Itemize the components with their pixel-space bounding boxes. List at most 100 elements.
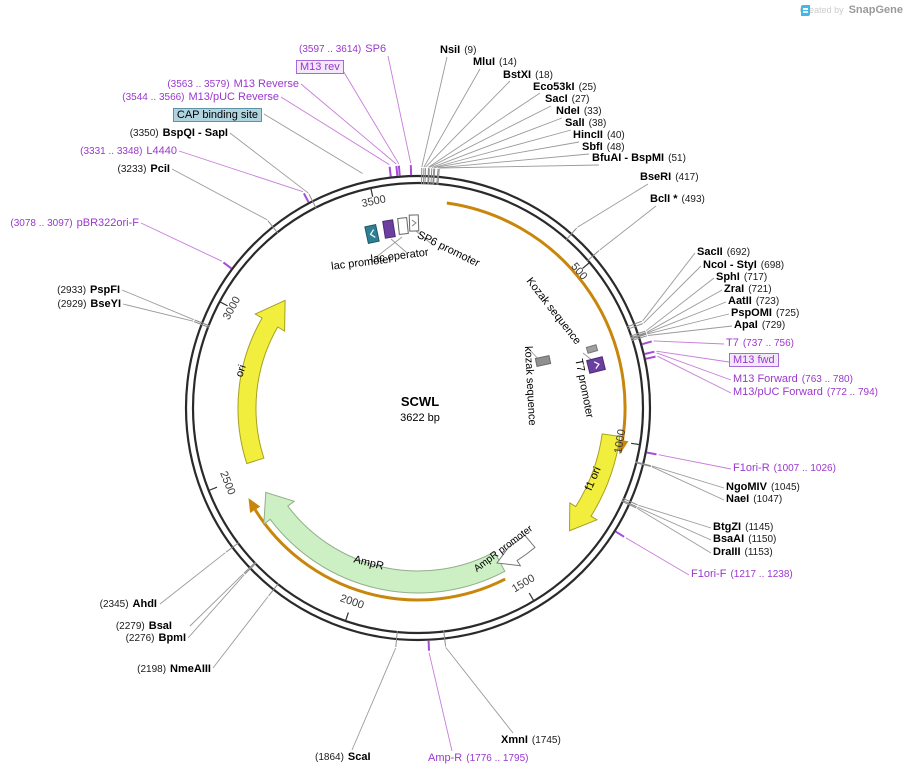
orange-region-arc-bottom[interactable] <box>248 498 506 602</box>
callout-l4440[interactable]: (3331 .. 3348) L4440 <box>80 145 177 158</box>
callout-t7-primer[interactable]: T7 (737 .. 756) <box>726 337 794 350</box>
kozak-box-1[interactable] <box>534 355 552 367</box>
scale-tick-label: 2500 <box>217 470 237 497</box>
callout-ncoi-styi[interactable]: NcoI - StyI (698) <box>703 259 784 272</box>
callout-pcii[interactable]: (3233) PciI <box>118 163 170 176</box>
callout-pspomi[interactable]: PspOMI (725) <box>731 307 799 320</box>
callout-ngomiv[interactable]: NgoMIV (1045) <box>726 481 800 494</box>
site-pos: (493) <box>681 194 705 205</box>
primer-name: pBR322ori-F <box>76 217 139 229</box>
callout-bpmi[interactable]: (2276) BpmI <box>126 632 186 645</box>
feature-box-lac-promoter[interactable] <box>397 217 409 235</box>
callout-zrai[interactable]: ZraI (721) <box>724 283 772 296</box>
callout-aatii[interactable]: AatII (723) <box>728 295 779 308</box>
scale-ticks <box>208 187 641 622</box>
callout-m13-rev[interactable]: M13 rev <box>296 60 344 74</box>
callout-bsaai[interactable]: BsaAI (1150) <box>713 533 776 546</box>
callout-bstxi[interactable]: BstXI (18) <box>503 69 553 82</box>
callout-nsii[interactable]: NsiI (9) <box>440 44 476 57</box>
lac-operator-box[interactable] <box>382 219 396 239</box>
callout-lines <box>121 55 733 752</box>
kozak-box-2[interactable] <box>585 344 599 354</box>
callout-pbr322ori-f[interactable]: (3078 .. 3097) pBR322ori-F <box>10 217 139 230</box>
callout-apai[interactable]: ApaI (729) <box>734 319 785 332</box>
enzyme-site-tick <box>395 630 398 648</box>
callout-bseyi[interactable]: (2929) BseYI <box>58 298 121 311</box>
callout-f1ori-f[interactable]: F1ori-F (1217 .. 1238) <box>691 568 793 581</box>
feature-box-lac-operator[interactable] <box>382 219 396 239</box>
primer-pos: (3331 .. 3348) <box>80 146 143 157</box>
enzyme-site-tick <box>627 323 643 330</box>
feature-label-kozak-sequence-2[interactable]: kozak sequence <box>522 346 538 426</box>
callout-line <box>429 105 552 168</box>
callout-line <box>647 325 733 336</box>
site-name: AhdI <box>132 598 157 610</box>
callout-bcli[interactable]: BclI * (493) <box>650 193 705 206</box>
callout-line <box>577 183 649 228</box>
feature-label-lac-operator[interactable]: lac operator <box>370 246 429 265</box>
callout-nmeaiii[interactable]: (2198) NmeAIII <box>137 663 211 676</box>
primer-tick <box>395 165 399 176</box>
feature-f1-ori-arrow[interactable] <box>568 433 621 532</box>
callout-sbfi[interactable]: SbfI (48) <box>582 141 625 154</box>
callout-saci[interactable]: SacI (27) <box>545 93 589 106</box>
callout-amp-r[interactable]: Amp-R (1776 .. 1795) <box>428 752 529 765</box>
feature-box-sp6-promoter[interactable] <box>408 214 420 232</box>
callout-line-primer <box>300 83 397 165</box>
callout-eco53ki[interactable]: Eco53kI (25) <box>533 81 596 94</box>
callout-m13-forward[interactable]: M13 Forward (763 .. 780) <box>733 373 853 386</box>
feature-box-kozak-2[interactable] <box>585 344 599 354</box>
callout-mlui[interactable]: MluI (14) <box>473 56 517 69</box>
callout-sphi[interactable]: SphI (717) <box>716 271 767 284</box>
feature-ori-arrow[interactable] <box>237 299 286 465</box>
feature-label-kozak-sequence[interactable]: Kozak sequence <box>524 275 584 346</box>
feature-ampr-arrow[interactable] <box>263 491 506 594</box>
feature-box-t7-promoter[interactable] <box>586 356 606 374</box>
callout-bsai[interactable]: (2279) BsaI <box>116 620 172 633</box>
callout-pspfi[interactable]: (2933) PspFI <box>57 284 120 297</box>
primer-name: T7 <box>726 337 739 349</box>
cap-binding-site-box[interactable] <box>364 223 380 245</box>
enzyme-site-tick <box>432 168 435 185</box>
site-name: MluI <box>473 56 495 68</box>
site-name: HincII <box>573 129 603 141</box>
callout-bseri[interactable]: BseRI (417) <box>640 171 699 184</box>
callout-xmni[interactable]: XmnI (1745) <box>501 734 561 747</box>
callout-m13-puc-forward[interactable]: M13/pUC Forward (772 .. 794) <box>733 386 878 399</box>
callout-m13-puc-reverse[interactable]: (3544 .. 3566) M13/pUC Reverse <box>122 91 279 104</box>
callout-bspqi-sapi[interactable]: (3350) BspQI - SapI <box>130 127 228 140</box>
feature-label-ori[interactable]: ori <box>234 363 249 378</box>
primer-pos: (3563 .. 3579) <box>167 79 230 90</box>
enzyme-site-tick <box>631 335 648 342</box>
callout-sacii[interactable]: SacII (692) <box>697 246 750 259</box>
callout-line <box>187 574 245 639</box>
lac-promoter-box[interactable] <box>397 217 409 235</box>
orange-arc-right[interactable] <box>446 201 627 441</box>
callout-sp6-primer[interactable]: (3597 .. 3614) SP6 <box>299 43 386 56</box>
callout-line <box>351 647 397 751</box>
callout-draiii[interactable]: DraIII (1153) <box>713 546 773 559</box>
callout-bfuai-bspmi[interactable]: BfuAI - BspMI (51) <box>592 152 686 165</box>
callout-f1ori-r[interactable]: F1ori-R (1007 .. 1026) <box>733 462 836 475</box>
sp6-promoter-box[interactable] <box>408 214 420 232</box>
scale-tick <box>582 262 590 269</box>
callout-m13-fwd[interactable]: M13 fwd <box>729 353 779 367</box>
callout-m13-reverse[interactable]: (3563 .. 3579) M13 Reverse <box>167 78 299 91</box>
callout-ahdi[interactable]: (2345) AhdI <box>100 598 157 611</box>
callout-naei[interactable]: NaeI (1047) <box>726 493 782 506</box>
primer-pos: (772 .. 794) <box>826 387 879 398</box>
primer-name: F1ori-F <box>691 568 727 580</box>
callout-scai[interactable]: (1864) ScaI <box>315 751 371 764</box>
callout-hincii[interactable]: HincII (40) <box>573 129 625 142</box>
callout-btgzi[interactable]: BtgZI (1145) <box>713 521 773 534</box>
orange-arc-bottom[interactable] <box>253 509 506 602</box>
feature-box-kozak-1[interactable] <box>534 355 552 367</box>
orange-region-arc-right[interactable] <box>446 201 629 455</box>
enzyme-site-tick <box>194 319 210 327</box>
callout-cap-binding-site[interactable]: CAP binding site <box>172 108 262 122</box>
callout-sali[interactable]: SalI (38) <box>565 117 606 130</box>
callout-ndei[interactable]: NdeI (33) <box>556 105 602 118</box>
t7-promoter-box[interactable] <box>586 356 606 374</box>
feature-box-cap-binding-site[interactable] <box>364 223 380 245</box>
feature-ampr-promoter-arrow[interactable] <box>496 534 536 567</box>
